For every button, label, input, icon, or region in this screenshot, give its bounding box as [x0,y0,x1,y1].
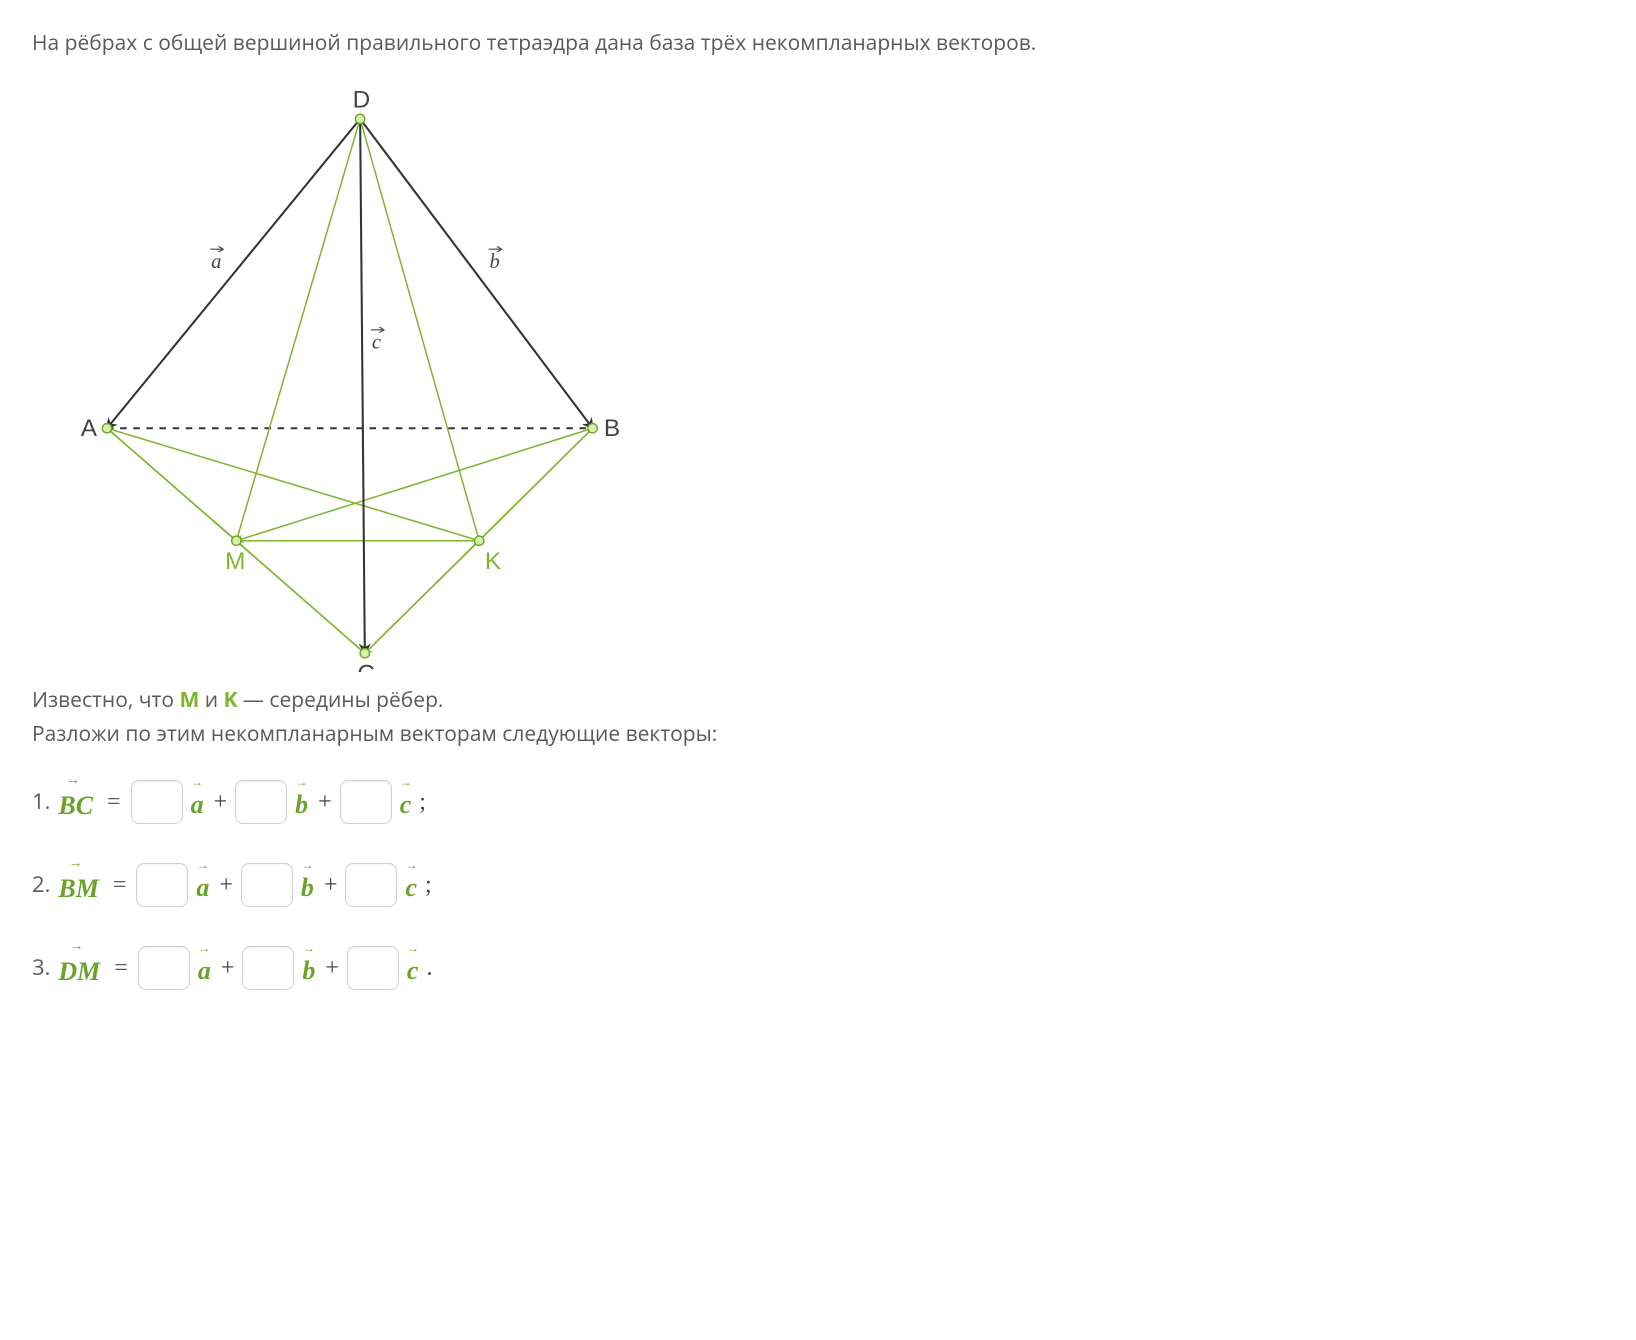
svg-text:b: b [490,250,500,272]
row-terminator: ; [425,867,432,903]
coefficient-input[interactable] [138,946,190,990]
basis-vector-c: c [407,945,419,990]
svg-text:a: a [211,250,221,272]
coefficient-input[interactable] [347,946,399,990]
basis-vector-b: b [301,862,314,907]
instruction-text: Разложи по этим некомпланарным векторам … [32,719,1604,751]
plus-sign: + [214,784,228,820]
basis-vector-c: c [405,862,417,907]
equals-sign: = [114,950,128,986]
coefficient-input[interactable] [340,780,392,824]
plus-sign: + [219,867,233,903]
note-pre: Известно, что [32,686,179,714]
basis-vector-c: c [400,779,412,824]
equation-row: 1.BC = a + b + c; [32,778,1604,825]
plus-sign: + [324,867,338,903]
vector-lhs: BC [58,778,93,825]
equation-row: 2.BM = a + b + c; [32,861,1604,908]
diagram-container: D A B C M Ka b c [32,72,1604,682]
equation-number: 2. [32,868,50,901]
basis-vector-b: b [295,779,308,824]
row-terminator: . [426,950,432,986]
basis-vector-b: b [302,945,315,990]
equals-sign: = [113,867,127,903]
row-terminator: ; [419,784,426,820]
equations-block: 1.BC = a + b + c; 2.BM = a + b + c; 3.DM = a + b + c. [32,778,1604,991]
note-post: — середины рёбер. [237,686,443,714]
basis-vector-a: a [198,945,211,990]
coefficient-input[interactable] [241,863,293,907]
plus-sign: + [221,950,235,986]
equation-row: 3.DM = a + b + c. [32,944,1604,991]
basis-vector-a: a [196,862,209,907]
coefficient-input[interactable] [345,863,397,907]
equals-sign: = [107,784,121,820]
letter-k: K [224,686,238,714]
svg-text:A: A [81,414,98,441]
svg-text:c: c [372,331,381,353]
plus-sign: + [325,950,339,986]
svg-text:M: M [225,547,245,574]
plus-sign: + [318,784,332,820]
vector-lhs: DM [58,944,100,991]
coefficient-input[interactable] [242,946,294,990]
letter-m: M [179,686,199,714]
equation-number: 3. [32,951,50,984]
basis-vector-a: a [191,779,204,824]
equation-number: 1. [32,785,50,818]
tetrahedron-diagram: D A B C M Ka b c [32,72,632,672]
coefficient-input[interactable] [131,780,183,824]
midpoint-note: Известно, что M и K — середины рёбер. [32,685,1604,717]
coefficient-input[interactable] [136,863,188,907]
svg-text:K: K [485,547,501,574]
svg-text:B: B [604,414,620,441]
coefficient-input[interactable] [235,780,287,824]
note-mid: и [199,686,223,714]
svg-text:C: C [357,660,375,672]
svg-text:D: D [353,86,371,113]
vector-lhs: BM [58,861,98,908]
intro-text: На рёбрах с общей вершиной правильного т… [32,28,1604,60]
